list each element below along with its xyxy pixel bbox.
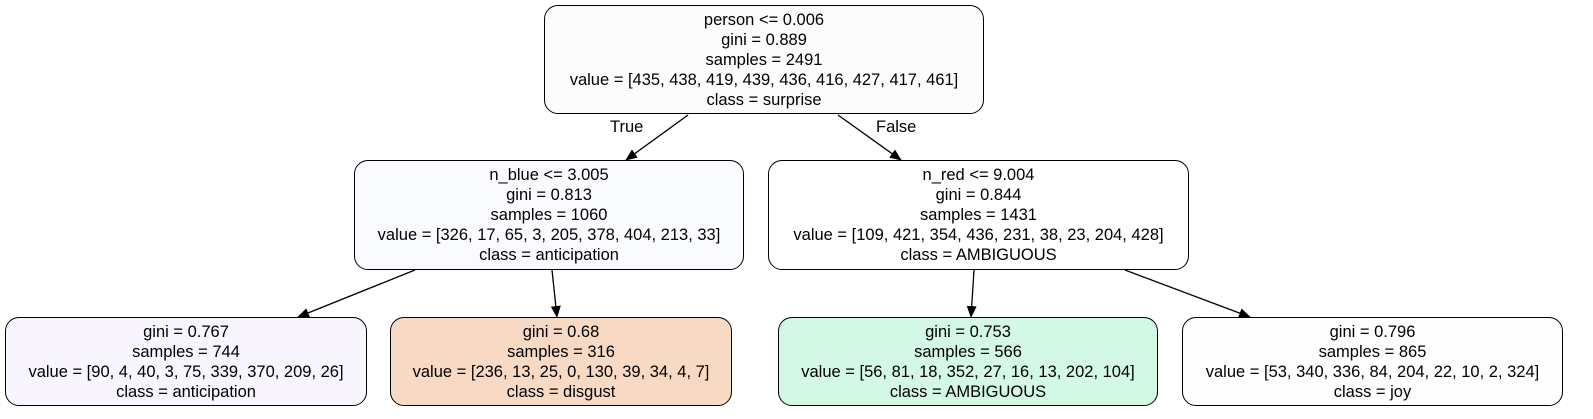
edge-root-to-right <box>837 114 902 161</box>
class-values: value = [236, 13, 25, 0, 130, 39, 34, 4,… <box>412 362 710 381</box>
class-values: value = [109, 421, 354, 436, 231, 38, 23… <box>793 226 1164 244</box>
root-node: person <= 0.006 gini = 0.889 samples = 2… <box>544 5 984 114</box>
class-label: class = joy <box>1333 382 1412 401</box>
gini-value: gini = 0.767 <box>143 322 229 341</box>
gini-value: gini = 0.796 <box>1329 322 1416 341</box>
node-n-blue: n_blue <= 3.005 gini = 0.813 samples = 1… <box>354 160 744 270</box>
gini-value: gini = 0.844 <box>935 186 1022 204</box>
edge-label-false: False <box>876 118 917 136</box>
gini-value: gini = 0.889 <box>721 30 807 49</box>
edge-right-to-leaf-rl <box>966 269 977 318</box>
edge-label-true: True <box>610 118 644 136</box>
edge-root-to-left <box>625 114 689 161</box>
node-n-red: n_red <= 9.004 gini = 0.844 samples = 14… <box>768 160 1189 270</box>
leaf-joy: gini = 0.796 samples = 865 value = [53, … <box>1182 317 1563 406</box>
leaf-anticipation: gini = 0.767 samples = 744 value = [90, … <box>5 317 367 406</box>
split-rule: n_blue <= 3.005 <box>489 166 609 184</box>
gini-value: gini = 0.68 <box>522 322 600 341</box>
split-rule: person <= 0.006 <box>703 10 825 29</box>
leaf-ambiguous: gini = 0.753 samples = 566 value = [56, … <box>778 317 1158 406</box>
gini-value: gini = 0.813 <box>506 186 592 204</box>
edge-right-to-leaf-rr <box>1124 269 1251 318</box>
samples-count: samples = 1060 <box>490 206 608 224</box>
samples-count: samples = 744 <box>132 342 240 361</box>
class-values: value = [435, 438, 419, 439, 436, 416, 4… <box>569 70 959 89</box>
class-label: class = anticipation <box>116 382 256 401</box>
samples-count: samples = 2491 <box>705 50 823 69</box>
class-label: class = anticipation <box>479 246 619 264</box>
edge-left-to-leaf-ll <box>297 269 416 318</box>
class-values: value = [56, 81, 18, 352, 27, 16, 13, 20… <box>801 362 1135 381</box>
leaf-disgust: gini = 0.68 samples = 316 value = [236, … <box>390 317 732 406</box>
class-label: class = disgust <box>506 382 616 401</box>
class-label: class = AMBIGUOUS <box>900 246 1057 264</box>
class-values: value = [90, 4, 40, 3, 75, 339, 370, 209… <box>28 362 344 381</box>
gini-value: gini = 0.753 <box>925 322 1011 341</box>
samples-count: samples = 1431 <box>920 206 1037 224</box>
samples-count: samples = 566 <box>914 342 1022 361</box>
class-values: value = [53, 340, 336, 84, 204, 22, 10, … <box>1205 362 1540 381</box>
class-label: class = AMBIGUOUS <box>889 382 1047 401</box>
split-rule: n_red <= 9.004 <box>922 166 1035 184</box>
samples-count: samples = 316 <box>507 342 615 361</box>
class-label: class = surprise <box>706 90 822 109</box>
edge-left-to-leaf-lr <box>550 269 561 318</box>
class-values: value = [326, 17, 65, 3, 205, 378, 404, … <box>377 226 721 244</box>
samples-count: samples = 865 <box>1318 342 1427 361</box>
